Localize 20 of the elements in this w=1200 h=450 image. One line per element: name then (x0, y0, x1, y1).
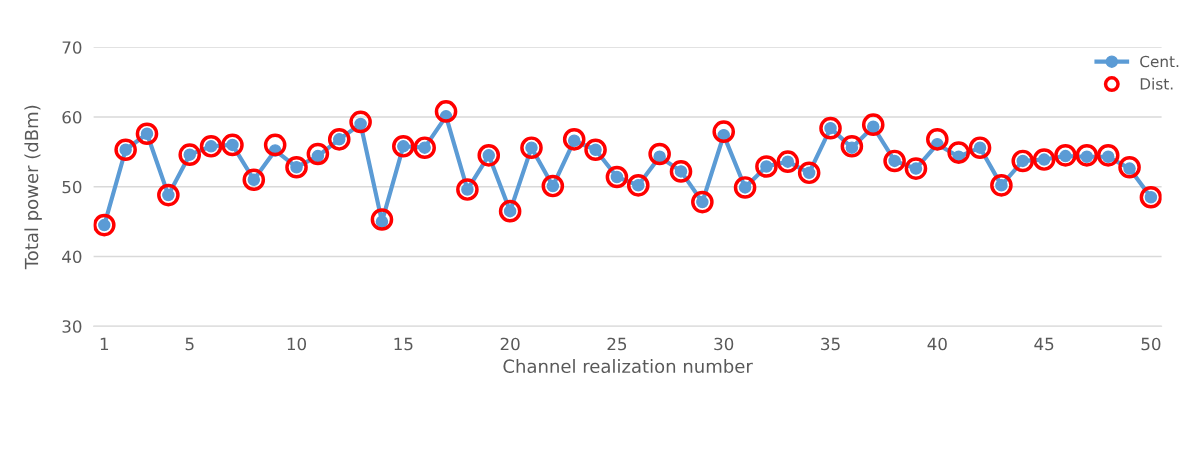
y-tick-label: 40 (62, 250, 82, 264)
x-tick-label: 25 (607, 337, 627, 351)
x-tick-label: 35 (821, 337, 840, 351)
x-tick-label: 5 (185, 337, 194, 351)
x-axis-title: Channel realization number (503, 359, 753, 374)
y-axis-title: Total power (dBm) (24, 105, 42, 270)
legend-label: Cent. (1140, 55, 1179, 68)
x-tick-label: 30 (714, 337, 734, 351)
x-tick-label: 1 (100, 337, 109, 351)
y-tick-label: 70 (62, 41, 82, 54)
x-tick-label: 10 (287, 337, 307, 351)
x-tick-label: 20 (500, 337, 520, 351)
x-tick-label: 50 (1141, 337, 1161, 351)
x-tick-label: 15 (394, 337, 413, 351)
x-tick-label: 40 (927, 337, 947, 351)
y-tick-label: 50 (62, 180, 82, 194)
y-tick-label: 60 (62, 110, 82, 124)
y-tick-label: 30 (62, 320, 82, 333)
legend-label: Dist. (1140, 77, 1173, 90)
x-tick-label: 45 (1034, 337, 1054, 351)
